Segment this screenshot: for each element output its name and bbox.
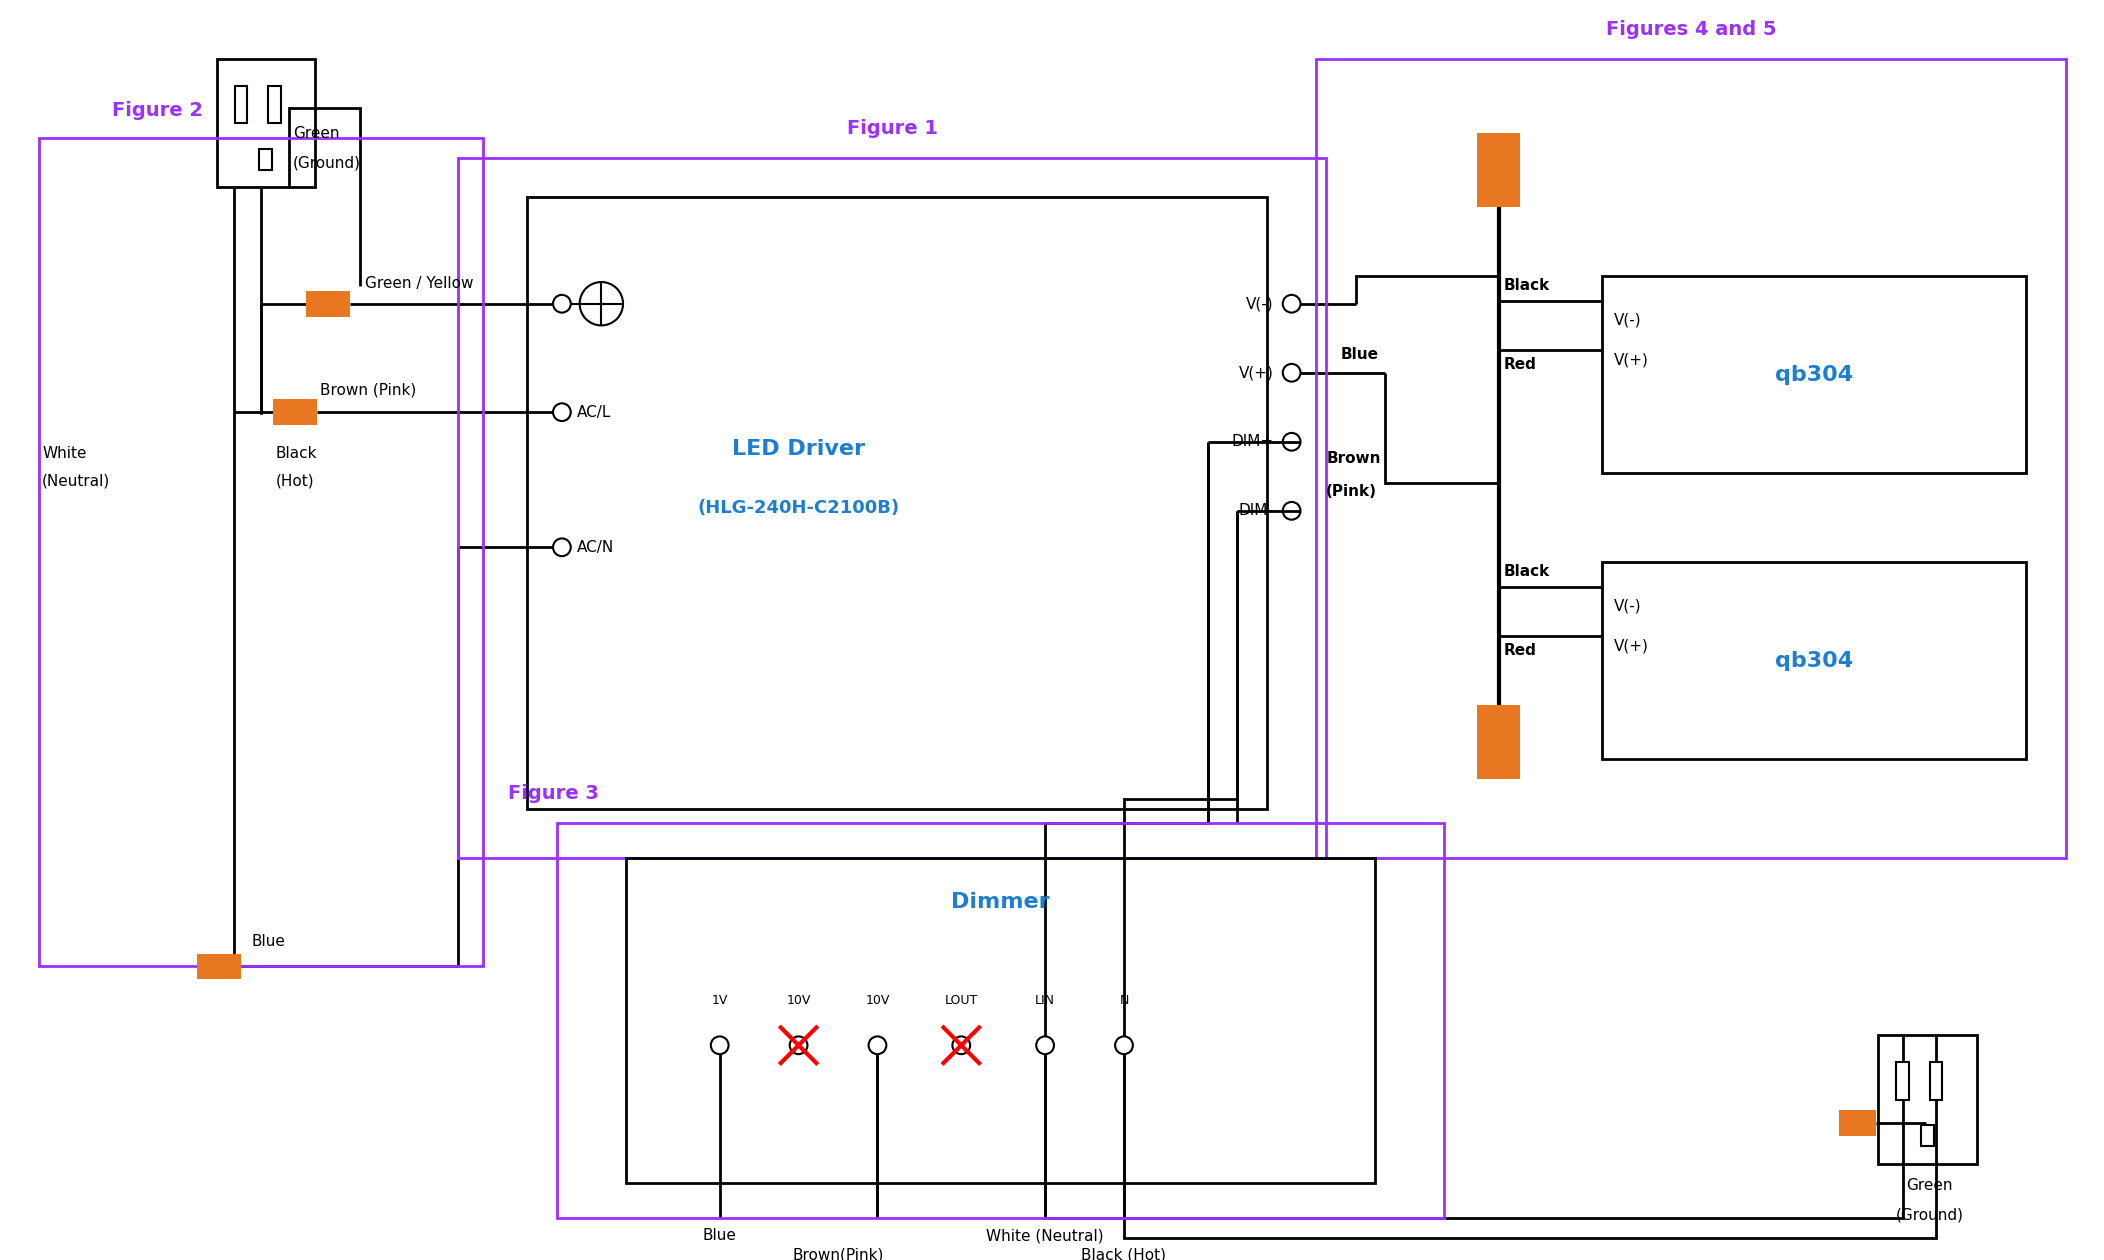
Text: DIM-: DIM-	[1239, 503, 1273, 518]
Text: V(+): V(+)	[1614, 353, 1650, 368]
Bar	[1603, 276, 2026, 474]
Text: Figure 1: Figure 1	[846, 118, 938, 137]
Text: Red: Red	[1504, 644, 1536, 658]
Text: (Ground): (Ground)	[1896, 1207, 1963, 1222]
Text: LIN: LIN	[1035, 994, 1054, 1008]
Text: AC/L: AC/L	[576, 404, 610, 420]
Text: AC/N: AC/N	[576, 539, 614, 554]
Text: N: N	[1119, 994, 1128, 1008]
Bar	[1879, 1036, 1978, 1163]
Bar	[40, 139, 484, 966]
Text: 10V: 10V	[865, 994, 890, 1008]
Text: DIM+: DIM+	[1231, 435, 1273, 450]
Bar	[274, 399, 318, 425]
Text: qb304: qb304	[1776, 364, 1854, 384]
Text: V(+): V(+)	[1239, 365, 1273, 381]
Text: Green / Yellow: Green / Yellow	[364, 276, 473, 291]
Text: Figures 4 and 5: Figures 4 and 5	[1605, 20, 1776, 39]
Text: Dimmer: Dimmer	[951, 892, 1050, 912]
Bar	[1477, 134, 1521, 207]
Bar	[1839, 1110, 1877, 1137]
Bar	[1896, 1062, 1908, 1100]
Text: White: White	[42, 446, 86, 461]
Text: Black: Black	[276, 446, 318, 461]
Text: Blue: Blue	[703, 1228, 736, 1244]
Text: (Hot): (Hot)	[276, 474, 316, 489]
Text: (Neutral): (Neutral)	[42, 474, 112, 489]
Text: Red: Red	[1504, 358, 1536, 373]
Text: V(+): V(+)	[1614, 639, 1650, 654]
Text: Brown: Brown	[1326, 451, 1380, 466]
Bar	[459, 158, 1326, 858]
Text: Green: Green	[292, 126, 339, 141]
Bar	[1921, 1125, 1934, 1145]
Text: White (Neutral): White (Neutral)	[987, 1228, 1105, 1244]
Bar	[217, 59, 316, 188]
Text: qb304: qb304	[1776, 650, 1854, 670]
Bar	[305, 291, 349, 316]
Bar	[1317, 59, 2066, 858]
Bar	[1929, 1062, 1942, 1100]
Text: Figure 3: Figure 3	[507, 784, 598, 804]
Text: Brown(Pink): Brown(Pink)	[793, 1247, 884, 1260]
Bar	[627, 858, 1376, 1183]
Bar	[259, 149, 271, 170]
Text: (HLG-240H-C2100B): (HLG-240H-C2100B)	[699, 499, 901, 517]
Text: (Ground): (Ground)	[292, 155, 360, 170]
Text: LOUT: LOUT	[945, 994, 978, 1008]
Text: V(-): V(-)	[1246, 296, 1273, 311]
Text: Figure 2: Figure 2	[112, 101, 204, 120]
Bar	[267, 86, 280, 123]
Bar	[234, 86, 248, 123]
Text: Green: Green	[1906, 1178, 1953, 1193]
Text: Blue: Blue	[1340, 348, 1378, 363]
Bar	[1477, 706, 1521, 779]
Text: LED Driver: LED Driver	[732, 438, 865, 459]
Text: Black (Hot): Black (Hot)	[1081, 1247, 1166, 1260]
Text: V(-): V(-)	[1614, 598, 1641, 614]
Bar	[558, 823, 1445, 1218]
Text: Brown (Pink): Brown (Pink)	[320, 382, 417, 397]
Text: Black: Black	[1504, 278, 1551, 294]
Text: 1V: 1V	[711, 994, 728, 1008]
Bar	[528, 198, 1267, 809]
Bar	[1603, 562, 2026, 760]
Text: V(-): V(-)	[1614, 312, 1641, 328]
Text: (Pink): (Pink)	[1326, 484, 1378, 499]
Text: Black: Black	[1504, 564, 1551, 580]
Bar	[198, 954, 242, 979]
Text: 10V: 10V	[787, 994, 810, 1008]
Text: Blue: Blue	[250, 934, 286, 949]
